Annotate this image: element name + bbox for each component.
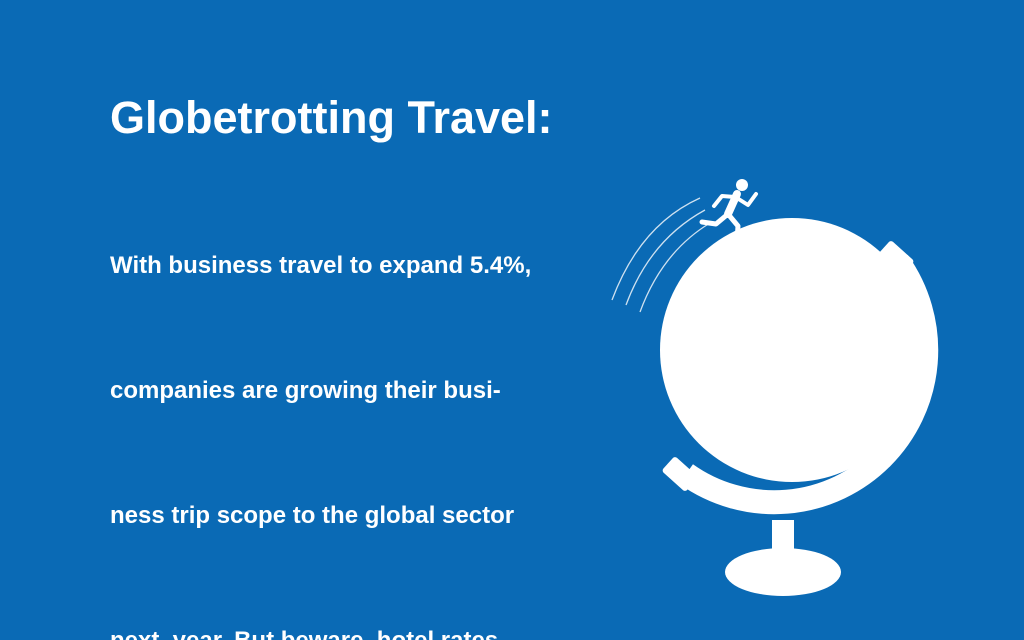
slide-body-text: With business travel to expand 5.4%, com… <box>110 162 532 640</box>
running-person-icon <box>699 179 758 245</box>
slide-title: Globetrotting Travel: <box>110 92 553 143</box>
body-line: companies are growing their busi- <box>110 376 501 404</box>
motion-lines <box>611 197 711 313</box>
body-line: ness trip scope to the global sector <box>110 501 515 529</box>
globe-icon <box>660 218 939 596</box>
body-line: With business travel to expand 5.4%, <box>110 252 532 280</box>
body-line: next year. But beware, hotel rates <box>110 620 532 640</box>
